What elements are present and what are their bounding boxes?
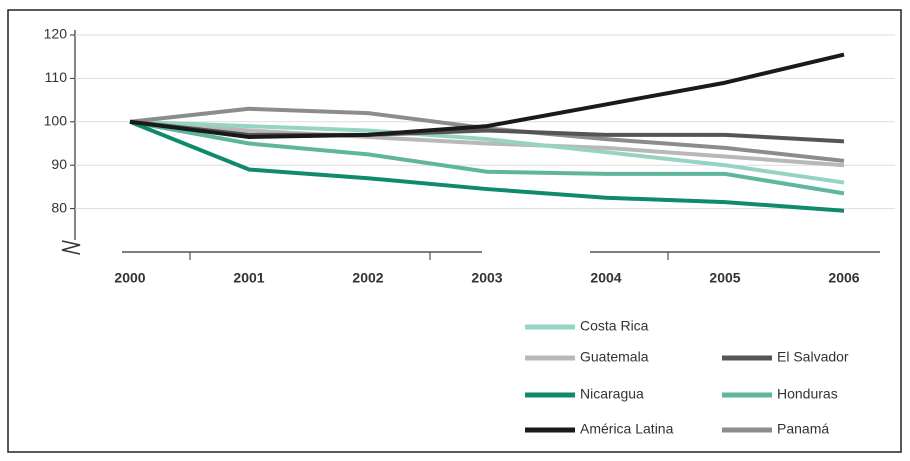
y-tick-label: 110 [45, 69, 68, 85]
series-line [129, 119, 845, 213]
axis-break [61, 240, 81, 255]
legend-label: Honduras [777, 386, 838, 402]
legend-label: Guatemala [580, 349, 649, 365]
x-tick-label: 2005 [709, 270, 740, 286]
series-line [129, 119, 845, 144]
x-tick-label: 2000 [114, 270, 145, 286]
y-tick-label: 100 [44, 113, 68, 129]
series-line [129, 106, 845, 163]
x-tick-label: 2002 [352, 270, 383, 286]
x-tick-label: 2006 [828, 270, 859, 286]
frame [7, 9, 902, 453]
series-line [129, 119, 845, 196]
legend-label: Costa Rica [580, 318, 649, 334]
series-line [129, 119, 845, 168]
y-tick-label: 90 [51, 156, 67, 172]
legend-label: Nicaragua [580, 386, 644, 402]
x-tick-label: 2004 [590, 270, 621, 286]
legend-label: Panamá [777, 421, 829, 437]
x-tick-label: 2003 [471, 270, 502, 286]
y-tick-label: 80 [51, 199, 67, 215]
series-line [129, 119, 845, 185]
series-line [129, 52, 845, 139]
legend-label: América Latina [580, 421, 674, 437]
legend-label: El Salvador [777, 349, 849, 365]
x-tick-label: 2001 [233, 270, 264, 286]
y-tick-label: 120 [44, 26, 68, 42]
